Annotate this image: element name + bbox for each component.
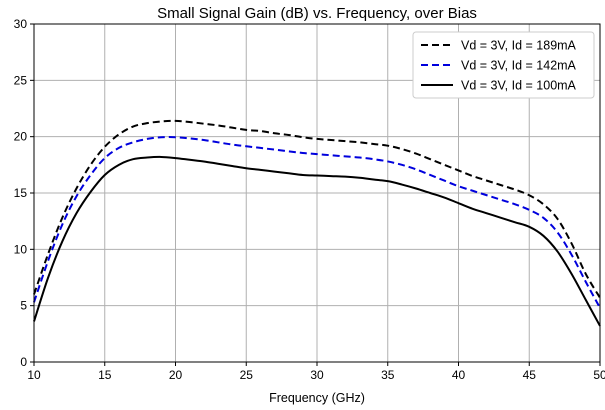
legend-label-1: Vd = 3V, Id = 189mA: [461, 39, 577, 53]
x-tick-label: 30: [310, 368, 324, 382]
x-tick-label: 40: [452, 368, 466, 382]
y-tick-label: 30: [14, 17, 28, 31]
series-line-1: [33, 119, 601, 299]
x-axis-label: Frequency (GHz): [269, 391, 365, 405]
legend-label-2: Vd = 3V, Id = 142mA: [461, 59, 577, 73]
x-tick-label: 15: [98, 368, 112, 382]
y-tick-label: 25: [14, 73, 28, 87]
ticks: 10 15 20 25 30 35 40 45 50 0 5 10 15 20 25 30: [14, 17, 605, 382]
y-tick-label: 15: [14, 186, 28, 200]
x-tick-label: 50: [593, 368, 605, 382]
y-tick-label: 10: [14, 242, 28, 256]
x-tick-label: 25: [240, 368, 254, 382]
series-lines: [33, 119, 601, 327]
x-tick-label: 20: [169, 368, 183, 382]
y-tick-label: 0: [20, 355, 27, 369]
legend-box: [412, 31, 595, 99]
x-tick-label: 10: [27, 368, 41, 382]
legend-label-3: Vd = 3V, Id = 100mA: [461, 79, 577, 93]
y-tick-label: 20: [14, 130, 28, 144]
x-tick-label: 45: [523, 368, 537, 382]
legend: Vd = 3V, Id = 189mA Vd = 3V, Id = 142mA Vd…: [412, 31, 595, 99]
chart-title: Small Signal Gain (dB) vs. Frequency, ov…: [157, 5, 477, 22]
y-tick-label: 5: [20, 299, 27, 313]
x-tick-label: 35: [381, 368, 395, 382]
series-line-3: [33, 155, 601, 327]
series-line-2: [33, 136, 601, 309]
